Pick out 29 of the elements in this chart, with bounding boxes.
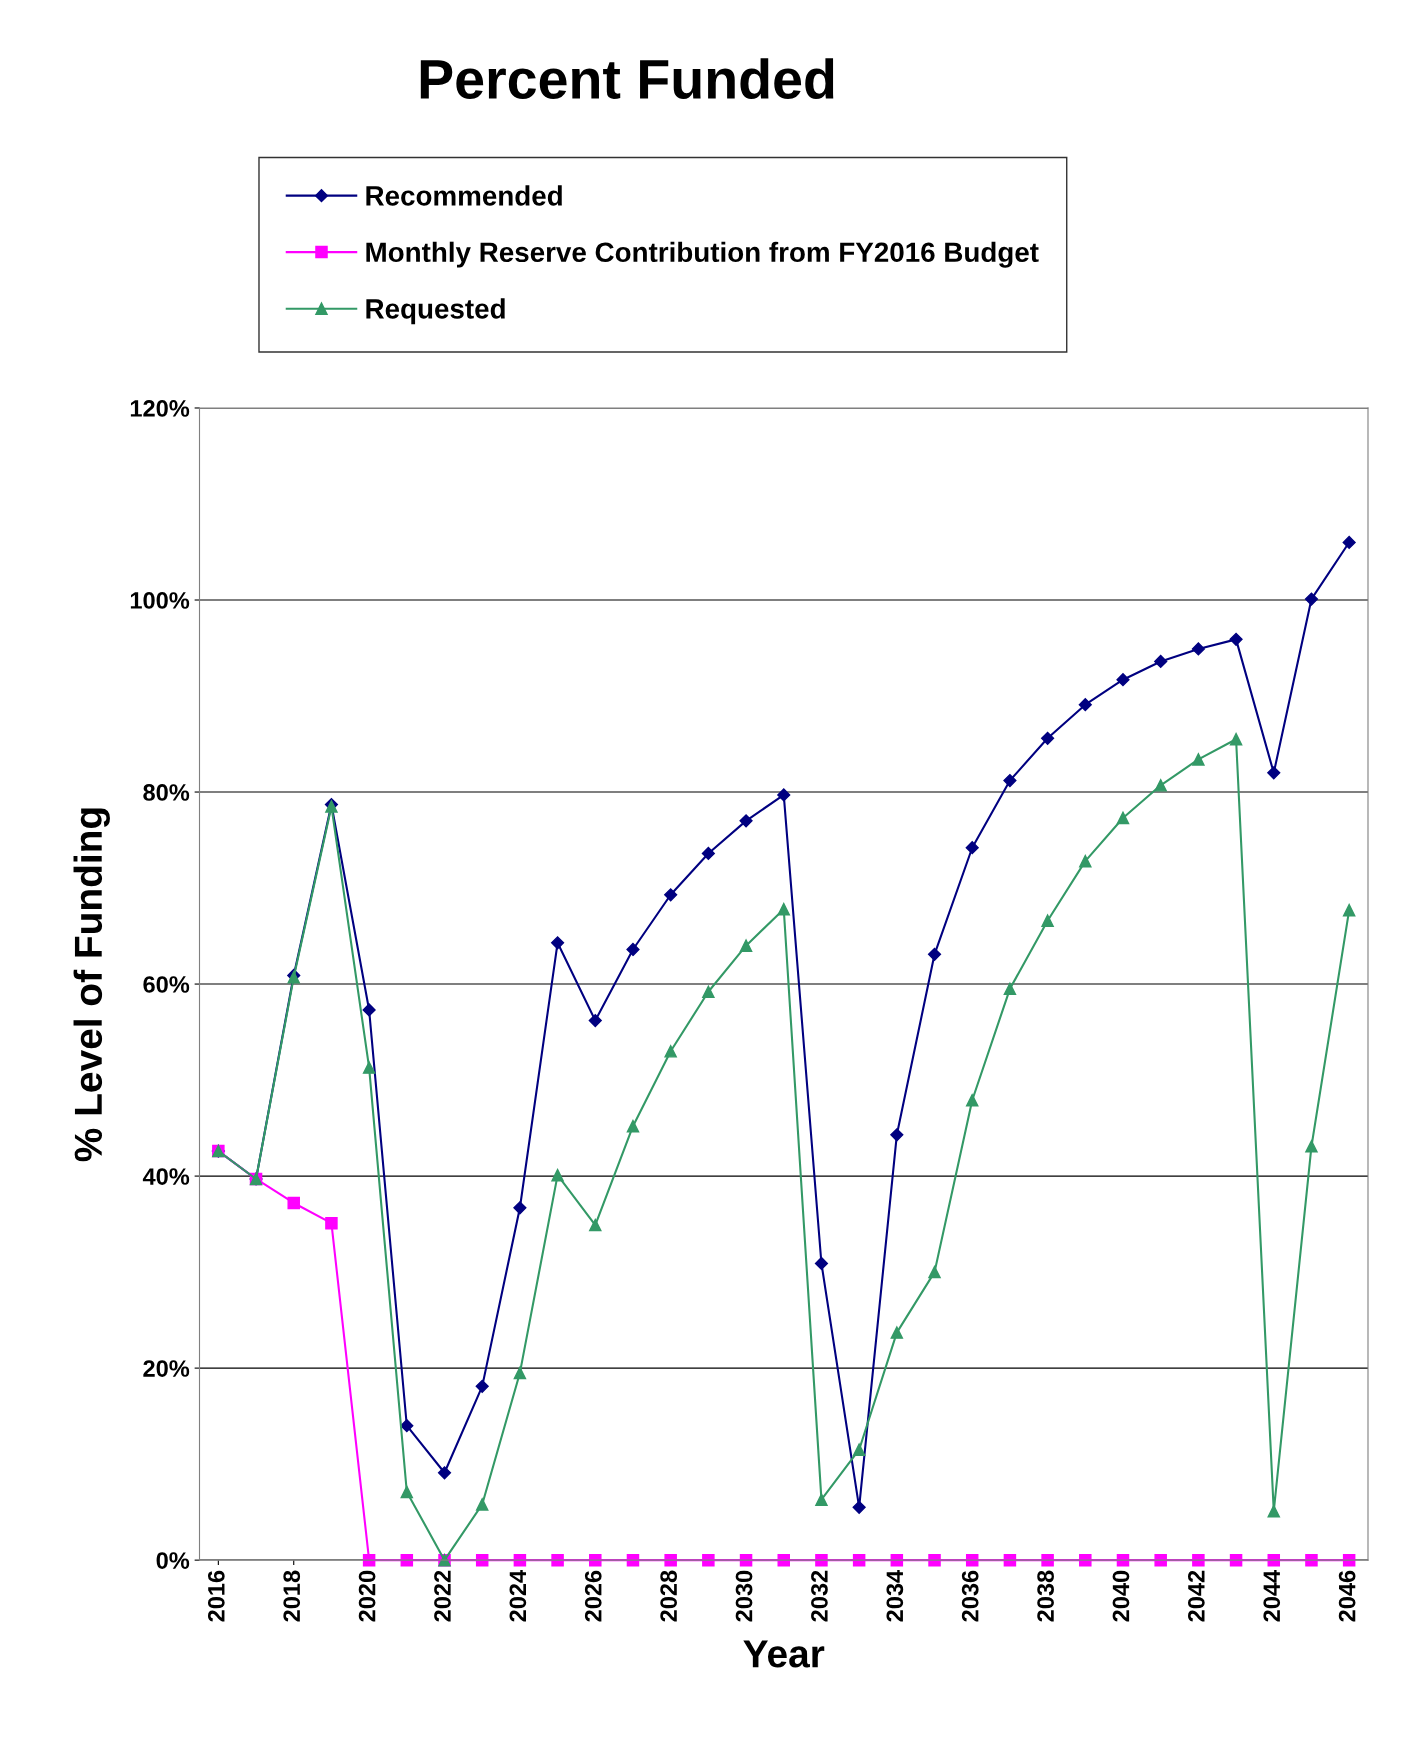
x-tick-label: 2044 — [1263, 1569, 1281, 1622]
x-tick-label: 2040 — [1112, 1570, 1130, 1622]
x-tick-label: 2042 — [1188, 1570, 1205, 1622]
y-axis-title: % Level of Funding — [73, 808, 110, 1162]
legend-label: Monthly Reserve Contribution from FY2016 Budget — [366, 241, 1039, 268]
x-tick-label: 2024 — [509, 1569, 527, 1622]
x-tick-label: 2018 — [283, 1570, 301, 1622]
y-tick-label: 20% — [143, 1360, 190, 1377]
x-axis-title: Year — [743, 1640, 825, 1668]
x-tick-label: 2028 — [660, 1570, 678, 1622]
y-tick-label: 120% — [130, 400, 190, 417]
x-tick-label: 2036 — [961, 1570, 979, 1622]
x-tick-label: 2034 — [886, 1569, 904, 1622]
y-tick-label: 0% — [156, 1552, 190, 1569]
chart-title: Percent Funded — [420, 58, 834, 99]
x-tick-label: 2038 — [1037, 1570, 1054, 1622]
legend-label: Recommended — [366, 185, 562, 206]
x-tick-label: 2026 — [584, 1570, 602, 1622]
x-tick-label: 2046 — [1338, 1570, 1356, 1622]
y-tick-label: 60% — [143, 976, 190, 993]
y-tick-label: 80% — [143, 784, 190, 801]
x-tick-label: 2030 — [735, 1570, 753, 1622]
x-tick-label: 2022 — [434, 1570, 451, 1622]
x-tick-label: 2016 — [207, 1570, 225, 1622]
y-tick-label: 100% — [130, 592, 190, 609]
x-tick-label: 2032 — [811, 1570, 828, 1622]
legend-label: Requested — [366, 298, 505, 325]
y-tick-label: 40% — [142, 1168, 190, 1185]
x-tick-label: 2020 — [358, 1570, 376, 1622]
